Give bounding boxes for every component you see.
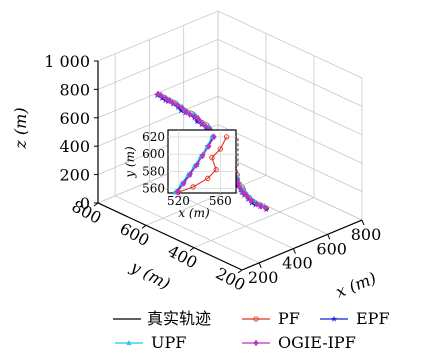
x-tick-mark-1 [292,248,296,254]
inset-x-tick-label-1: 560 [209,194,232,208]
y-tick-mark-2 [141,224,147,229]
x-tick-mark-2 [327,234,331,240]
y-tick-label-1: 400 [165,241,201,272]
series-marker-4-66 [166,97,173,105]
inset-series-line-1 [178,136,228,193]
inset-x-label: x (m) [178,206,210,220]
series-marker-4-0 [262,204,268,212]
y-axis-label: y (m) [127,256,174,293]
inset-series-marker-4-5 [206,143,212,150]
legend-marker-4 [253,339,259,347]
series-marker-4-62 [174,101,181,109]
z-tick-label-3: 600 [59,109,90,128]
gridline-z-3 [97,67,363,136]
gridline-y-2 [145,33,267,226]
inset-y-tick-label-1: 580 [142,164,165,178]
x-axis-label: x (m) [333,268,379,301]
z-tick-label-1: 200 [59,166,90,185]
series-marker-4-58 [183,108,189,116]
x-axis-line [241,219,363,271]
x-tick-mark-3 [361,219,365,226]
series-marker-4-54 [192,113,198,120]
gridline-y-1 [193,55,315,249]
inset-series-marker-1-4 [209,154,215,161]
inset-y-label: y (m) [123,146,137,179]
series-marker-4-10 [243,191,249,198]
series-marker-4-14 [237,184,243,192]
z-tick-label-2: 400 [59,137,90,156]
x-tick-label-1: 400 [282,254,313,273]
inset-series-marker-4-4 [199,152,206,160]
legend-label-3: UPF [151,333,186,352]
legend: 真实轨迹 PF EPF UPF OGIE-IPF [113,309,390,352]
y-tick-label-3: 800 [69,197,105,228]
inset-series-marker-4-6 [211,133,217,141]
axes-frame [93,60,365,274]
x-tick-mark-0 [258,262,262,269]
inset-series-marker-1-1 [190,184,196,190]
series-marker-4-2 [258,202,264,210]
series-marker-4-56 [187,111,193,118]
inset-series-marker-1-5 [217,146,223,152]
inset-series-marker-1-2 [205,175,211,181]
inset-series-marker-4-3 [193,162,199,169]
inset-series-marker-4-0 [174,188,180,196]
series-marker-4-6 [248,197,255,204]
z-tick-label-5: 1 000 [44,52,90,71]
inset-y-tick-label-3: 620 [142,130,165,144]
inset-series-marker-4-2 [187,171,193,179]
x-tick-label-3: 800 [351,225,382,244]
z-tick-label-4: 800 [59,80,90,99]
series-marker-4-52 [195,115,202,123]
legend-marker-2 [330,315,338,322]
inset-series-marker-1-6 [223,134,230,140]
x-tick-label-2: 600 [316,239,347,258]
series-marker-4-4 [254,200,260,208]
gridline-z-4 [97,38,363,107]
z-axis-label: z (m) [11,107,30,149]
y-tick-mark-0 [237,269,243,274]
legend-marker-3 [126,339,132,346]
series-marker-4-60 [179,104,186,112]
inset-x-tick-label-0: 520 [167,194,190,208]
series-marker-4-48 [202,123,209,130]
x-tick-label-0: 200 [248,268,279,287]
series-marker-4-64 [170,99,176,107]
series-marker-4-72 [155,90,161,98]
inset-series-marker-1-3 [213,167,219,173]
inset-y-tick-label-2: 600 [142,147,165,161]
z-tick-label-0: 0 [80,194,90,213]
legend-marker-1 [253,316,259,322]
y-tick-mark-3 [93,202,99,207]
legend-label-0: 真实轨迹 [147,309,211,328]
inset-y-tick-label-0: 560 [142,182,165,196]
series-marker-4-68 [163,95,169,102]
y-tick-label-2: 600 [117,219,153,250]
legend-label-1: PF [278,309,300,328]
y-tick-mark-1 [189,247,195,252]
series-marker-4-12 [240,188,246,196]
inset-series-marker-4-1 [181,180,187,187]
legend-label-4: OGIE-IPF [278,333,356,352]
y-axis-line [97,202,243,271]
gridline-z-5 [97,10,363,79]
legend-label-2: EPF [356,309,390,328]
series-marker-4-50 [198,119,204,127]
y-tick-label-0: 200 [213,264,249,295]
